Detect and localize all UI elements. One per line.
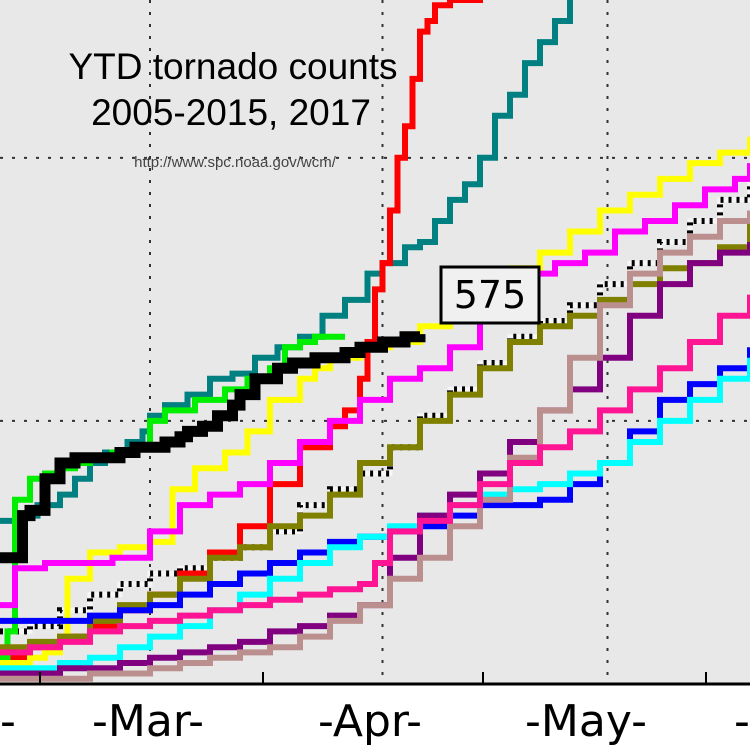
series-line (0, 294, 750, 656)
x-tick-label: - (734, 696, 750, 747)
series-line-highlight (0, 331, 426, 564)
series-line (0, 163, 750, 609)
source-url: http://www.spc.noaa.gov/wcm/ (134, 154, 337, 171)
callout-box: 575 (439, 265, 541, 325)
series-line (0, 210, 750, 682)
x-tick-label: -May- (525, 696, 647, 747)
series-line-average (0, 178, 750, 635)
callout-label: 575 (454, 273, 527, 317)
series-lines (0, 0, 750, 682)
x-axis-ticks: - -Mar- -Apr- -May- - (0, 672, 750, 747)
x-tick-label: -Mar- (92, 696, 204, 747)
chart-title-line1: YTD tornado counts (68, 46, 397, 87)
chart-title-line2: 2005-2015, 2017 (91, 92, 371, 133)
gridlines (0, 0, 750, 684)
x-tick-label: - (0, 696, 16, 747)
x-tick-label: -Apr- (318, 696, 422, 747)
